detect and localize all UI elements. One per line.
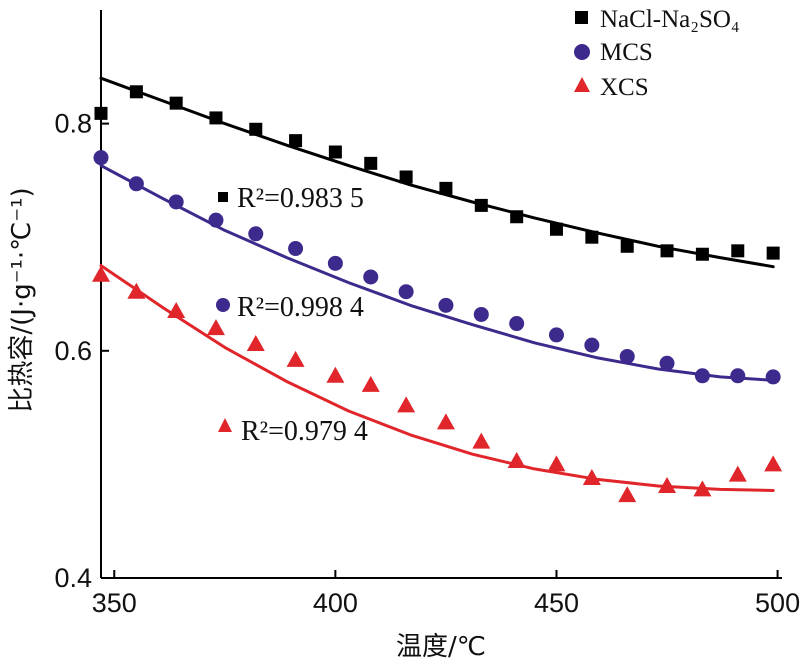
legend-item-nacl: NaCl-Na₂SO₄: [575, 6, 740, 33]
legend-item-mcs: MCS: [574, 39, 653, 66]
y-tick-label: 0.4: [54, 563, 92, 593]
x-ticks: 350 400 450 500: [92, 570, 800, 618]
data-point-nacl: [474, 198, 488, 212]
data-point-nacl: [549, 222, 563, 236]
legend: NaCl-Na₂SO₄ MCS XCS: [574, 6, 740, 101]
y-tick-label: 0.8: [54, 109, 92, 139]
data-point-mcs: [584, 337, 600, 353]
r2-xcs-marker: [218, 418, 232, 432]
data-point-nacl: [399, 170, 413, 184]
y-tick-label: 0.6: [54, 336, 92, 366]
legend-nacl-marker: [575, 11, 588, 24]
data-point-nacl: [585, 230, 599, 244]
data-point-nacl: [695, 247, 709, 261]
data-point-xcs: [127, 282, 146, 299]
fit-line-xcs: [99, 264, 775, 492]
x-tick-label: 450: [534, 588, 579, 618]
data-point-nacl: [94, 106, 108, 120]
data-point-nacl: [129, 85, 143, 99]
legend-xcs-label: XCS: [600, 74, 649, 101]
data-point-nacl: [766, 246, 780, 260]
data-point-xcs: [206, 319, 225, 336]
r2-nacl-marker: [218, 192, 228, 202]
data-point-nacl: [169, 96, 183, 110]
r2-mcs-marker: [216, 298, 230, 312]
r2-nacl-label: R²=0.983 5: [237, 183, 364, 214]
legend-mcs-marker: [574, 44, 590, 60]
fit-curves: [99, 76, 775, 492]
data-point-nacl: [289, 134, 303, 148]
x-tick-label: 500: [755, 588, 800, 618]
data-point-nacl: [620, 239, 634, 253]
fit-line-mcs: [99, 164, 775, 382]
data-point-mcs: [659, 355, 675, 371]
data-point-mcs: [694, 368, 710, 384]
data-point-xcs: [582, 469, 601, 486]
data-point-mcs: [248, 226, 264, 242]
x-tick-label: 400: [313, 588, 358, 618]
data-point-mcs: [398, 284, 414, 300]
data-point-xcs: [397, 396, 416, 413]
legend-nacl-label: NaCl-Na₂SO₄: [600, 6, 740, 33]
data-point-nacl: [328, 145, 342, 159]
data-point-nacl: [364, 156, 378, 170]
data-point-mcs: [208, 212, 224, 228]
data-point-mcs: [288, 241, 304, 257]
data-point-nacl: [439, 181, 453, 195]
data-point-mcs: [619, 348, 635, 364]
data-point-xcs: [547, 455, 566, 472]
data-point-nacl: [510, 210, 524, 224]
y-ticks: 0.4 0.6 0.8: [54, 109, 109, 593]
data-point-mcs: [438, 297, 454, 313]
data-point-xcs: [326, 366, 345, 383]
x-axis-title: 温度/℃: [396, 632, 486, 662]
legend-mcs-label: MCS: [600, 39, 653, 66]
data-point-xcs: [728, 465, 747, 482]
x-tick-label: 350: [92, 588, 137, 618]
data-point-xcs: [507, 451, 526, 468]
data-point-nacl: [731, 244, 745, 258]
legend-item-xcs: XCS: [574, 74, 649, 101]
data-point-mcs: [730, 368, 746, 384]
data-point-nacl: [249, 122, 263, 136]
r2-annotation-xcs: R²=0.979 4: [218, 416, 368, 447]
data-point-xcs: [618, 486, 637, 503]
data-point-xcs: [764, 455, 783, 472]
data-point-xcs: [693, 480, 712, 497]
r2-xcs-label: R²=0.979 4: [241, 416, 368, 447]
data-point-mcs: [473, 306, 489, 322]
data-point-xcs: [472, 432, 491, 449]
data-point-nacl: [209, 111, 223, 125]
r2-annotation-mcs: R²=0.998 4: [216, 292, 364, 323]
data-point-xcs: [286, 350, 305, 367]
data-point-mcs: [93, 150, 109, 166]
fit-line-nacl: [99, 76, 775, 269]
data-point-xcs: [246, 334, 265, 351]
data-point-xcs: [167, 302, 186, 319]
data-point-xcs: [658, 476, 677, 493]
y-axis-title: 比热容/(J·g⁻¹·℃⁻¹): [7, 187, 37, 412]
data-point-mcs: [509, 316, 525, 332]
data-point-mcs: [363, 269, 379, 285]
data-point-mcs: [128, 176, 144, 192]
data-point-mcs: [168, 194, 184, 210]
legend-xcs-marker: [574, 77, 590, 92]
data-point-mcs: [765, 369, 781, 385]
r2-mcs-label: R²=0.998 4: [237, 292, 364, 323]
data-point-nacl: [660, 244, 674, 258]
data-points: [92, 85, 783, 503]
r2-annotation-nacl: R²=0.983 5: [218, 183, 364, 214]
data-point-xcs: [92, 265, 110, 282]
data-point-mcs: [548, 327, 564, 343]
data-point-xcs: [436, 413, 455, 430]
data-point-mcs: [327, 255, 343, 271]
data-point-xcs: [361, 375, 380, 392]
